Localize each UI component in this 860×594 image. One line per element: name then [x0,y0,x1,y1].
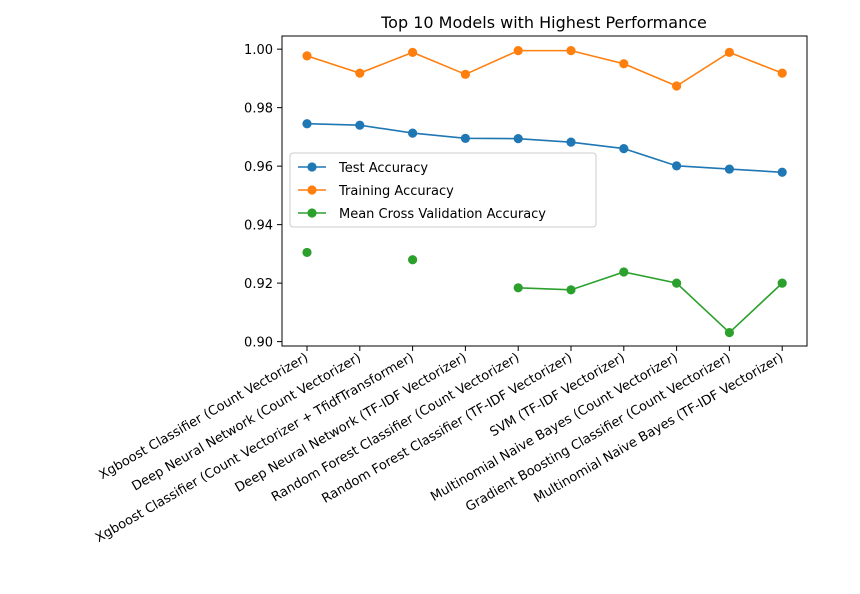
training-accuracy-point [724,47,735,57]
test-accuracy-point [302,119,312,129]
chart-title: Top 10 Models with Highest Performance [380,13,707,32]
mean-cross-validation-accuracy-point [619,267,629,277]
test-accuracy-point [460,133,470,143]
mean-cross-validation-accuracy-point [777,278,787,288]
test-accuracy-point [672,161,682,171]
y-tick-label: 0.90 [244,336,273,351]
legend: Test Accuracy Training Accuracy Mean Cross… [289,152,597,228]
test-accuracy-legend-label: Test Accuracy [338,161,428,176]
mean-cross-validation-accuracy-point [566,285,576,295]
y-axis: 0.90 0.92 0.94 0.96 0.98 1.00 [244,43,282,351]
test-accuracy-point [408,128,418,138]
training-accuracy-point [408,47,418,57]
training-accuracy-point [619,59,629,69]
test-accuracy-point [724,164,735,174]
mean-cross-validation-accuracy-point [408,255,418,265]
plot-frame [281,35,808,347]
x-axis: Xgboost Classifier (Count Vectorizer)Dee… [93,346,786,546]
test-accuracy-line [306,122,783,174]
training-accuracy-legend-label: Training Accuracy [338,184,454,199]
training-accuracy-point [460,69,470,79]
mean-cross-validation-accuracy-point [672,278,682,288]
series-layer [302,46,787,338]
mean-cross-validation-accuracy-legend-label: Mean Cross Validation Accuracy [339,207,546,222]
test-accuracy-point [566,137,576,147]
y-tick-label: 0.96 [244,160,273,175]
test-accuracy-point [355,120,365,130]
training-accuracy-line [306,49,783,87]
test-accuracy-point [777,167,787,177]
mean-cross-validation-accuracy-legend-marker [307,208,317,218]
training-accuracy-point [566,46,576,56]
mean-cross-validation-accuracy-line [518,271,783,334]
training-accuracy-point [302,51,312,61]
y-tick-label: 1.00 [244,43,273,58]
training-accuracy-point [672,81,682,91]
legend-box [289,152,597,228]
mean-cross-validation-accuracy-point [724,327,735,338]
mean-cross-validation-accuracy-point [513,283,523,293]
y-tick-label: 0.98 [244,102,273,117]
training-accuracy-point [513,46,523,56]
training-accuracy-point [355,68,365,78]
test-accuracy-legend-marker [307,162,317,172]
y-tick-label: 0.92 [244,277,273,292]
test-accuracy-point [619,143,629,154]
training-accuracy-point [777,68,787,78]
training-accuracy-legend-marker [307,185,317,195]
test-accuracy-point [513,134,523,144]
y-tick-label: 0.94 [244,219,273,234]
mean-cross-validation-accuracy-point [302,247,312,258]
